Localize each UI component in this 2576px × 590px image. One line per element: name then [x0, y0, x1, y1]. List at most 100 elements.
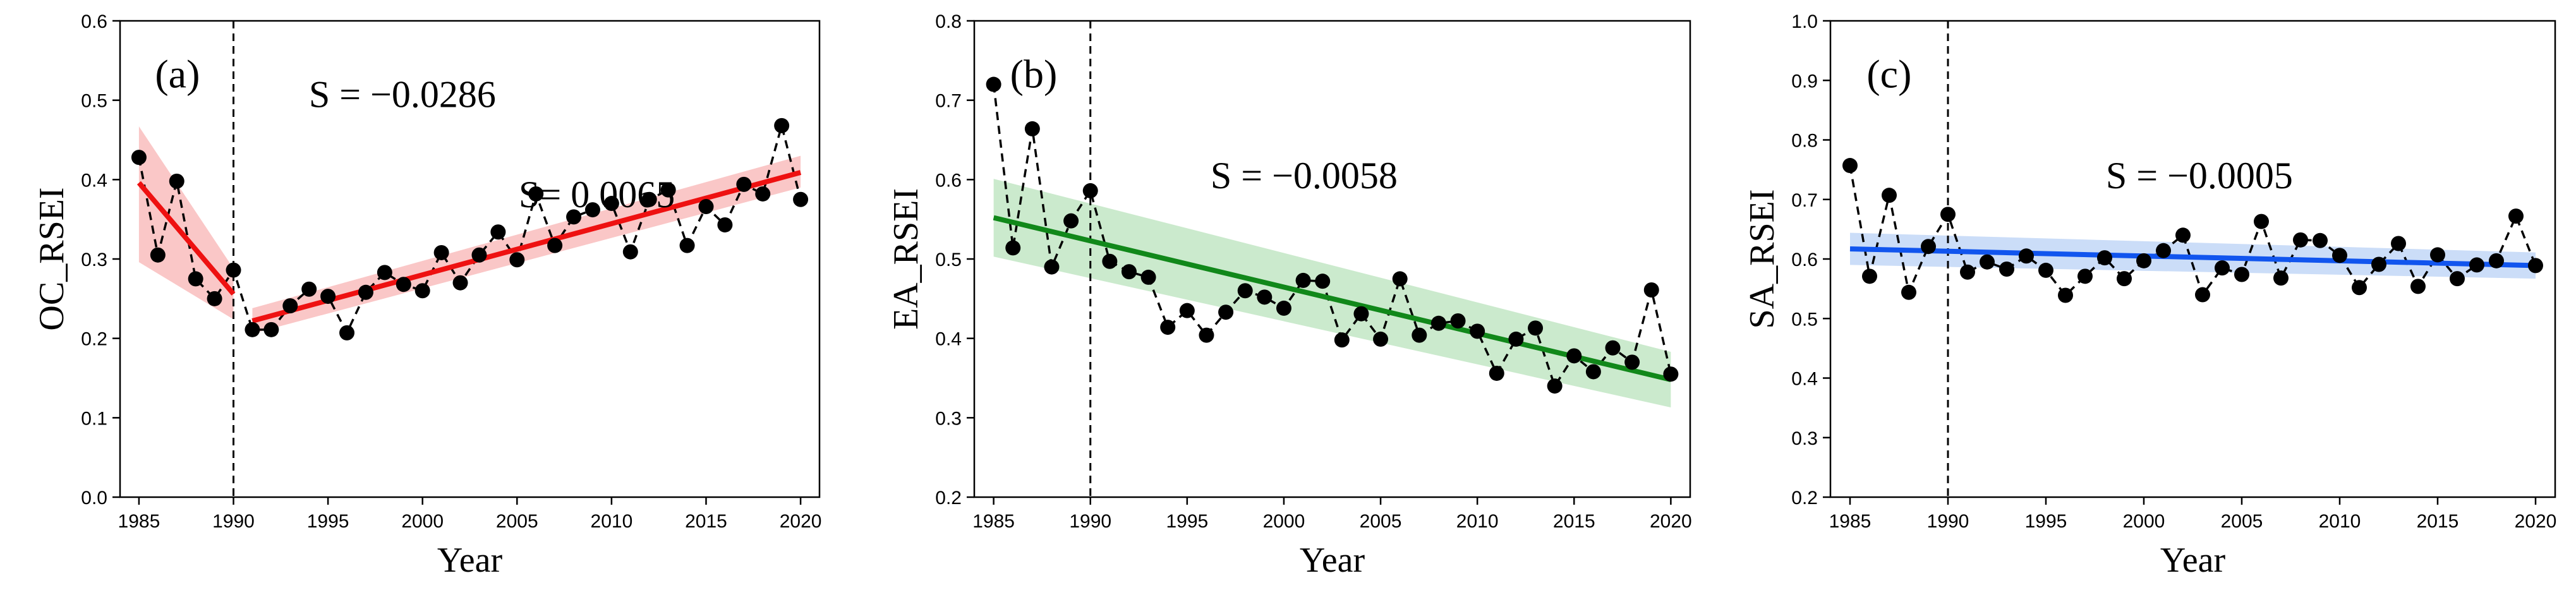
data-point-2016	[717, 217, 733, 232]
data-point-1993	[1140, 269, 1156, 285]
y-tick-label-0.4: 0.4	[81, 170, 107, 191]
data-point-2020	[1663, 366, 1679, 382]
data-point-1994	[2019, 248, 2034, 264]
y-tick-label-0.2: 0.2	[1791, 488, 1818, 509]
data-point-1990	[226, 262, 241, 278]
x-tick-label-2010: 2010	[2319, 511, 2361, 532]
y-tick-label-0.9: 0.9	[1791, 71, 1818, 92]
x-tick-label-1990: 1990	[1927, 511, 1969, 532]
x-tick-label-2005: 2005	[1360, 511, 1402, 532]
data-point-2005	[509, 252, 525, 268]
data-point-1990	[1082, 183, 1098, 198]
data-point-2001	[433, 244, 449, 260]
data-point-2003	[1334, 332, 1350, 348]
data-point-2015	[698, 199, 714, 215]
y-tick-label-0.8: 0.8	[1791, 131, 1818, 152]
data-point-2011	[622, 244, 638, 260]
data-point-1992	[1121, 264, 1137, 280]
data-point-2012	[1508, 331, 1524, 347]
data-point-2006	[2254, 214, 2269, 229]
data-point-2006	[528, 186, 544, 202]
data-point-1987	[1024, 121, 1040, 136]
trend-line-1	[136, 181, 236, 296]
y-tick-label-1.0: 1.0	[1791, 11, 1818, 32]
data-point-2000	[1276, 300, 1291, 316]
panel-c: 1985 1990 1995 2000 2005 2010 2015 2020 0.2 0.3 0.…	[1743, 11, 2556, 580]
panel-label: (c)	[1866, 52, 1911, 97]
x-tick-label-2015: 2015	[1553, 511, 1595, 532]
x-tick-label-2000: 2000	[401, 511, 444, 532]
x-tick-label-1985: 1985	[972, 511, 1015, 532]
data-point-2001	[1295, 272, 1311, 288]
x-tick-label-1990: 1990	[1069, 511, 1111, 532]
data-point-2018	[755, 186, 771, 202]
data-point-1995	[2038, 262, 2053, 278]
data-point-2010	[1470, 323, 1485, 339]
y-tick-label-0.1: 0.1	[81, 408, 107, 429]
data-point-2016	[2450, 271, 2465, 287]
x-tick-label-2010: 2010	[591, 511, 633, 532]
data-point-2020	[793, 191, 809, 207]
data-point-2004	[1353, 306, 1369, 322]
slope-annotation-1: S = −0.0286	[309, 74, 496, 116]
data-point-2013	[1528, 320, 1544, 336]
x-tick-label-2000: 2000	[1263, 511, 1305, 532]
y-tick-label-0.3: 0.3	[935, 408, 962, 429]
data-point-1997	[2077, 268, 2093, 284]
data-point-2013	[660, 182, 676, 198]
data-point-2006	[1392, 271, 1408, 287]
data-point-1989	[207, 291, 222, 306]
data-point-1997	[1218, 304, 1234, 320]
data-point-1987	[1882, 188, 1897, 203]
data-point-1999	[1257, 289, 1273, 305]
data-point-2004	[2215, 260, 2230, 276]
data-point-2008	[566, 209, 582, 225]
x-tick-label-1995: 1995	[307, 511, 349, 532]
y-tick-label-0.6: 0.6	[1791, 250, 1818, 270]
data-point-2000	[2136, 253, 2151, 268]
data-point-1998	[2097, 250, 2112, 266]
data-point-2014	[679, 238, 695, 253]
y-tick-label-0.4: 0.4	[935, 329, 962, 350]
data-point-1991	[1960, 264, 1975, 280]
data-point-2008	[2293, 232, 2308, 248]
data-point-2016	[1585, 364, 1601, 380]
data-point-1987	[169, 173, 184, 189]
panel-a: 1985 1990 1995 2000 2005 2010 2015 2020 0.0 0.1 0.…	[32, 11, 821, 580]
data-point-2009	[584, 202, 600, 218]
trend-line-2	[251, 170, 802, 323]
x-tick-label-1985: 1985	[118, 511, 160, 532]
data-point-1986	[1005, 240, 1021, 256]
data-point-2000	[414, 283, 430, 299]
data-point-1997	[358, 284, 373, 300]
data-point-1991	[245, 322, 260, 337]
trend-line-1	[993, 215, 1672, 382]
data-point-2002	[452, 275, 468, 291]
y-tick-label-0.2: 0.2	[81, 329, 107, 350]
x-axis-title: Year	[1300, 541, 1365, 580]
data-point-2005	[1373, 331, 1389, 347]
data-point-2010	[2332, 248, 2347, 263]
y-tick-label-0.3: 0.3	[1791, 428, 1818, 449]
y-axis-title: OC_RSEI	[32, 187, 71, 330]
data-point-1998	[377, 265, 392, 280]
data-point-2003	[471, 247, 487, 263]
x-tick-label-2005: 2005	[2221, 511, 2263, 532]
series-line	[1849, 165, 2537, 298]
data-point-1989	[1921, 239, 1936, 255]
data-point-2013	[2391, 236, 2406, 251]
data-point-1994	[1160, 320, 1176, 335]
panel-b: 1985 1990 1995 2000 2005 2010 2015 2020 0.2 0.3 0.…	[886, 11, 1692, 580]
data-point-1988	[1044, 259, 1060, 275]
y-tick-label-0.0: 0.0	[81, 488, 107, 509]
data-point-1996	[1199, 327, 1214, 343]
data-point-2019	[1643, 282, 1659, 298]
y-tick-label-0.3: 0.3	[81, 250, 107, 270]
data-point-1995	[320, 289, 336, 304]
data-point-2015	[2430, 247, 2445, 263]
y-tick-label-0.4: 0.4	[1791, 369, 1818, 390]
data-point-2017	[2469, 257, 2484, 273]
data-point-1985	[986, 76, 1001, 92]
x-tick-label-2000: 2000	[2123, 511, 2165, 532]
trend-line-1	[1849, 246, 2536, 268]
